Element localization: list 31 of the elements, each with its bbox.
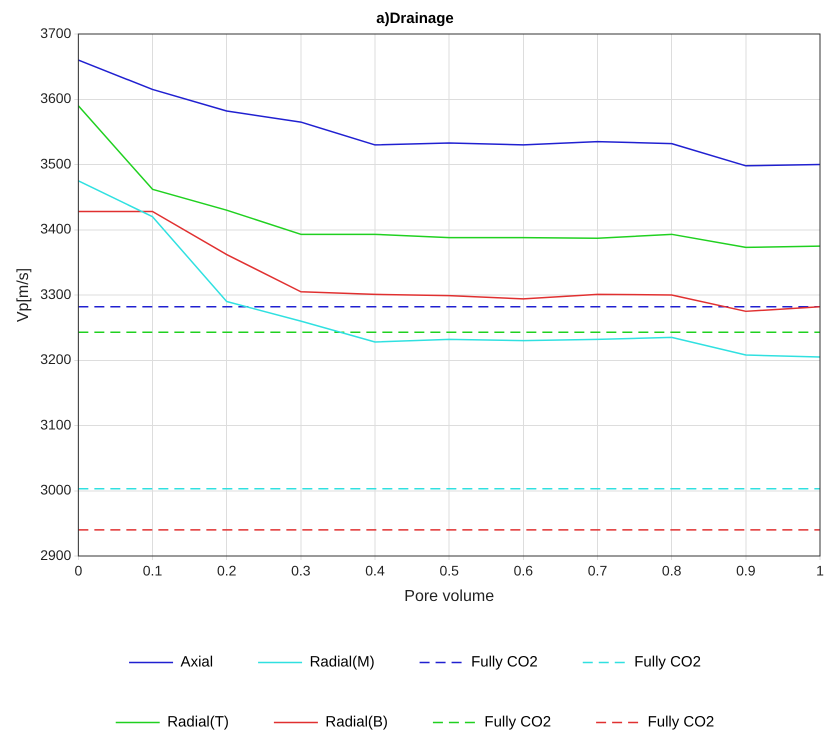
y-tick-label: 3300: [40, 286, 72, 302]
y-axis-title: Vp[m/s]: [15, 268, 32, 322]
y-tick-label: 2900: [40, 546, 72, 563]
x-axis-title: Pore volume: [404, 588, 494, 605]
x-tick-label: 0.9: [736, 562, 756, 578]
x-tick-label: 0.7: [588, 562, 608, 578]
y-tick-label: 3500: [40, 155, 72, 172]
y-tick-label: 3600: [40, 90, 72, 106]
x-tick-label: 0.3: [291, 562, 311, 578]
legend-label: Axial: [180, 654, 214, 671]
legend-label: Radial(B): [325, 714, 388, 731]
y-tick-label: 3400: [40, 220, 72, 237]
y-tick-label: 3700: [40, 24, 72, 41]
legend-label: Radial(T): [167, 714, 229, 731]
x-tick-label: 0.1: [142, 562, 162, 578]
legend-label: Fully CO2: [648, 714, 714, 731]
y-tick-label: 3100: [40, 416, 72, 432]
x-tick-label: 0.5: [439, 562, 460, 578]
legend-label: Fully CO2: [634, 654, 701, 671]
x-tick-label: 0.2: [216, 562, 237, 578]
y-tick-label: 3200: [40, 351, 72, 368]
legend-label: Fully CO2: [484, 714, 552, 731]
legend-label: Fully CO2: [471, 654, 538, 671]
x-tick-label: 1: [816, 562, 824, 578]
x-tick-label: 0.4: [365, 562, 385, 578]
chart-title: a)Drainage: [376, 10, 454, 28]
x-tick-label: 0: [74, 562, 82, 578]
x-tick-label: 0.8: [662, 562, 682, 578]
x-tick-label: 0.6: [514, 562, 534, 578]
y-tick-label: 3000: [40, 482, 72, 498]
legend-label: Radial(M): [310, 654, 375, 671]
